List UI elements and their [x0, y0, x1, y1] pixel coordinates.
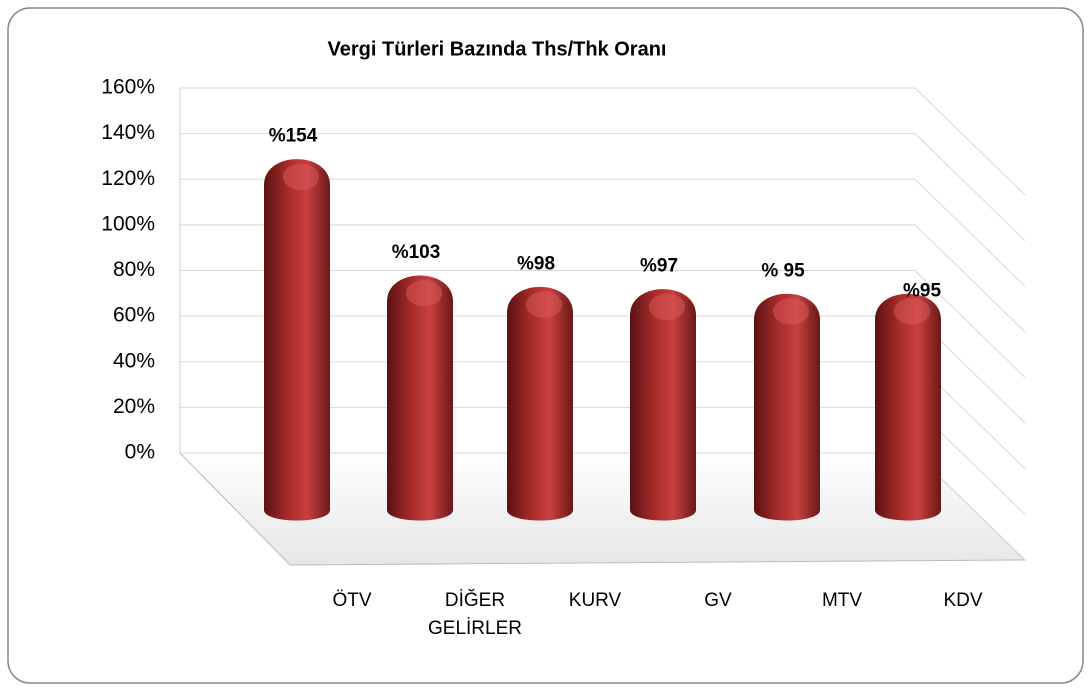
grid-line-side [914, 133, 1026, 241]
x-tick-label: GV [704, 590, 732, 611]
value-label: %97 [640, 256, 678, 277]
bar-highlight [405, 279, 443, 307]
bar-highlight [893, 298, 931, 325]
y-tick-label: 20% [113, 395, 155, 418]
grid-line-side [914, 224, 1026, 333]
bar-highlight [525, 291, 563, 318]
bar-highlight [648, 293, 686, 321]
bar [754, 293, 820, 521]
bar [387, 275, 453, 521]
value-label: % 95 [761, 260, 805, 281]
x-tick-label: MTV [821, 590, 863, 611]
value-label: %98 [517, 253, 555, 274]
chart-title: Vergi Türleri Bazında Ths/Thk Oranı [328, 38, 667, 60]
x-tick-label: ÖTV [332, 590, 372, 611]
grid-line-side [914, 178, 1026, 287]
x-tick-label: KDV [943, 590, 983, 611]
grid-line-side [914, 87, 1026, 196]
x-tick-label: DİĞER GELİRLER [428, 590, 522, 639]
y-tick-label: 120% [101, 167, 155, 190]
y-tick-label: 80% [113, 258, 155, 281]
value-label: %103 [392, 242, 441, 263]
bar [507, 286, 573, 521]
grid-line-side [914, 270, 1026, 378]
y-tick-label: 40% [113, 349, 155, 372]
y-tick-label: 60% [113, 304, 155, 327]
bar [875, 293, 941, 521]
y-tick-label: 140% [101, 121, 155, 144]
bar [630, 289, 696, 521]
bar-highlight [282, 163, 320, 191]
x-tick-label: KURV [568, 590, 622, 611]
value-label: %154 [269, 126, 318, 147]
bar-highlight [772, 298, 810, 325]
y-tick-label: 160% [101, 76, 155, 99]
bar [264, 159, 330, 521]
y-tick-label: 0% [125, 441, 155, 464]
y-tick-label: 100% [101, 212, 155, 235]
value-label: %95 [903, 280, 941, 301]
